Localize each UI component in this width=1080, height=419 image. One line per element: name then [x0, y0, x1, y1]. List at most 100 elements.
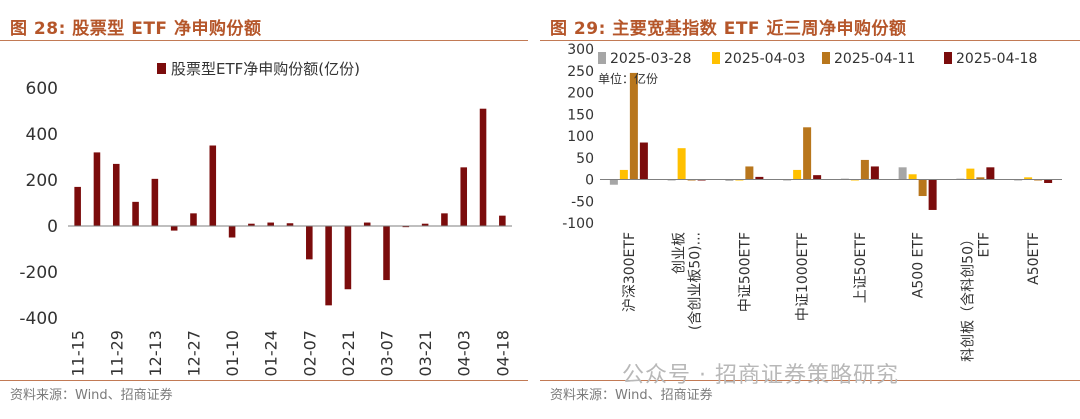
x-tick-label: 02-21: [339, 330, 358, 377]
bar: [460, 167, 468, 226]
x-tick-label: 11-15: [69, 330, 88, 377]
x-category-label: ETF: [976, 232, 992, 257]
bar: [803, 127, 812, 180]
bar: [479, 108, 487, 226]
bar: [629, 72, 638, 180]
title-divider: [0, 40, 528, 41]
bar: [639, 142, 648, 180]
bar: [677, 148, 686, 180]
legend-label: 2025-03-28: [610, 51, 691, 67]
y-tick-label: 0: [585, 173, 594, 189]
x-category-label: A500 ETF: [911, 232, 927, 298]
legend-swatch: [157, 63, 166, 74]
legend-label: 2025-04-18: [956, 51, 1037, 67]
y-tick-label: 200: [567, 86, 594, 102]
x-category-label: 创业板: [672, 232, 688, 274]
source-note: 资料来源：Wind、招商证券: [550, 388, 713, 403]
legend-label: 股票型ETF净申购份额(亿份): [171, 60, 360, 78]
bar: [755, 176, 764, 180]
y-tick-label: 250: [567, 64, 594, 80]
bar: [870, 166, 879, 180]
bar: [609, 179, 618, 185]
y-tick-label: -200: [19, 263, 58, 283]
y-tick-label: 600: [26, 79, 58, 99]
y-tick-label: -50: [571, 194, 594, 210]
bar: [813, 175, 822, 180]
x-tick-label: 04-18: [493, 330, 512, 377]
x-category-label: 中证1000ETF: [795, 232, 811, 321]
bar: [918, 179, 927, 197]
bar: [325, 226, 332, 306]
bar: [725, 179, 734, 181]
bar: [344, 226, 352, 290]
legend-label: 2025-04-03: [724, 51, 805, 67]
bar: [132, 201, 139, 226]
bar: [402, 226, 410, 228]
x-category-label: 上证50ETF: [853, 232, 869, 303]
bar: [286, 223, 294, 226]
bar: [986, 167, 995, 180]
y-tick-label: 400: [26, 125, 58, 145]
broad-index-etf-bar-chart: -100 -50 0 50 100 150 200 250 300 沪深300ETF 创业板 (含创业…: [562, 42, 1062, 362]
x-tick-label: 04-03: [455, 330, 474, 377]
y-tick-label: 150: [567, 107, 594, 123]
x-tick-label: 01-24: [262, 330, 281, 377]
y-tick-label: 100: [567, 129, 594, 145]
bar: [248, 223, 255, 226]
legend-swatch: [712, 52, 720, 64]
x-tick-label: 12-27: [184, 330, 203, 377]
bar: [860, 159, 869, 180]
bar: [112, 163, 120, 226]
bar: [209, 145, 217, 226]
x-tick-label: 01-10: [223, 330, 242, 377]
y-tick-label: 50: [576, 151, 594, 167]
source-divider: [0, 380, 528, 381]
x-category-label: A50ETF: [1026, 232, 1042, 285]
bar: [421, 223, 429, 226]
bar: [619, 169, 628, 180]
left-chart-panel: 图 28: 股票型 ETF 净申购份额 -400 -200 0 200 400 600 11…: [0, 0, 528, 419]
x-category-label: (含创业板50)...: [688, 232, 704, 330]
figure-title: 图 28: 股票型 ETF 净申购份额: [10, 19, 262, 39]
bar: [745, 166, 754, 180]
bar: [1024, 177, 1033, 180]
bar: [441, 213, 448, 226]
source-divider: [540, 380, 1080, 381]
watermark-text: 公众号 · 招商证券策略研究: [622, 363, 899, 388]
bar: [908, 174, 917, 180]
right-chart-panel: 图 29: 主要宽基指数 ETF 近三周净申购份额 -100 -50 0 50 100 1…: [540, 0, 1080, 419]
title-divider: [540, 40, 1080, 41]
x-tick-label: 02-07: [300, 330, 319, 377]
bar: [190, 213, 197, 226]
bar: [928, 179, 937, 210]
bar: [93, 152, 101, 226]
x-tick-label: 03-21: [416, 330, 435, 377]
bar: [363, 222, 371, 226]
x-tick-label: 12-13: [146, 330, 165, 377]
bar: [267, 222, 274, 226]
y-tick-label: 300: [567, 42, 594, 58]
bar: [1044, 179, 1053, 183]
legend-label: 2025-04-11: [834, 51, 915, 67]
stock-etf-bar-chart: -400 -200 0 200 400 600 11-15 11-29 12-13 12-27 01…: [19, 60, 512, 377]
x-tick-label: 03-07: [378, 330, 397, 377]
bar: [383, 226, 390, 281]
bar: [499, 215, 506, 226]
x-tick-label: 11-29: [107, 330, 126, 377]
bar: [793, 169, 802, 180]
x-category-label: 科创板（含科创50）: [960, 232, 976, 362]
y-tick-label: -400: [19, 309, 58, 329]
bar: [898, 167, 907, 180]
figure-title: 图 29: 主要宽基指数 ETF 近三周净申购份额: [550, 19, 907, 39]
bar: [170, 226, 178, 231]
bar: [976, 177, 985, 180]
bar: [228, 226, 236, 238]
y-tick-label: -100: [562, 216, 594, 232]
legend-swatch: [598, 52, 606, 64]
x-category-label: 中证500ETF: [737, 232, 753, 312]
bar: [306, 226, 313, 260]
bar: [966, 168, 975, 180]
y-tick-label: 0: [47, 217, 58, 237]
source-note: 资料来源：Wind、招商证券: [10, 388, 173, 403]
bar: [74, 186, 81, 226]
